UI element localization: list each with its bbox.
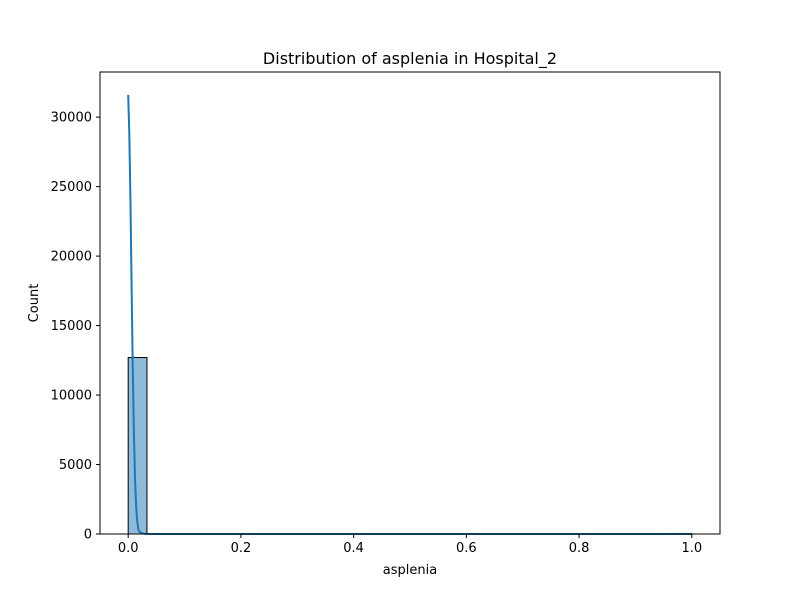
x-tick-label: 0.2 [231,541,252,556]
y-tick-label: 5000 [59,458,92,473]
x-tick-label: 0.8 [569,541,590,556]
plot-area-frame [99,71,721,535]
y-tick-label: 20000 [51,250,92,265]
x-axis-label: asplenia [383,563,437,578]
x-tick-label: 0.6 [456,541,477,556]
histogram-bar-0 [127,357,148,535]
y-axis-label: Count [27,284,42,323]
x-tick-label: 1.0 [681,541,702,556]
y-tick-label: 0 [84,528,92,543]
x-tick-label: 0.4 [343,541,364,556]
y-axis-ticks: 0 5000 10000 15000 20000 25000 30000 [51,111,100,543]
x-axis-ticks: 0.0 0.2 0.4 0.6 0.8 1.0 [118,534,702,556]
chart-title: Distribution of asplenia in Hospital_2 [263,49,557,69]
y-tick-label: 25000 [51,180,92,195]
x-tick-label: 0.0 [118,541,139,556]
y-tick-label: 15000 [51,319,92,334]
y-tick-label: 10000 [51,389,92,404]
y-tick-label: 30000 [51,111,92,126]
